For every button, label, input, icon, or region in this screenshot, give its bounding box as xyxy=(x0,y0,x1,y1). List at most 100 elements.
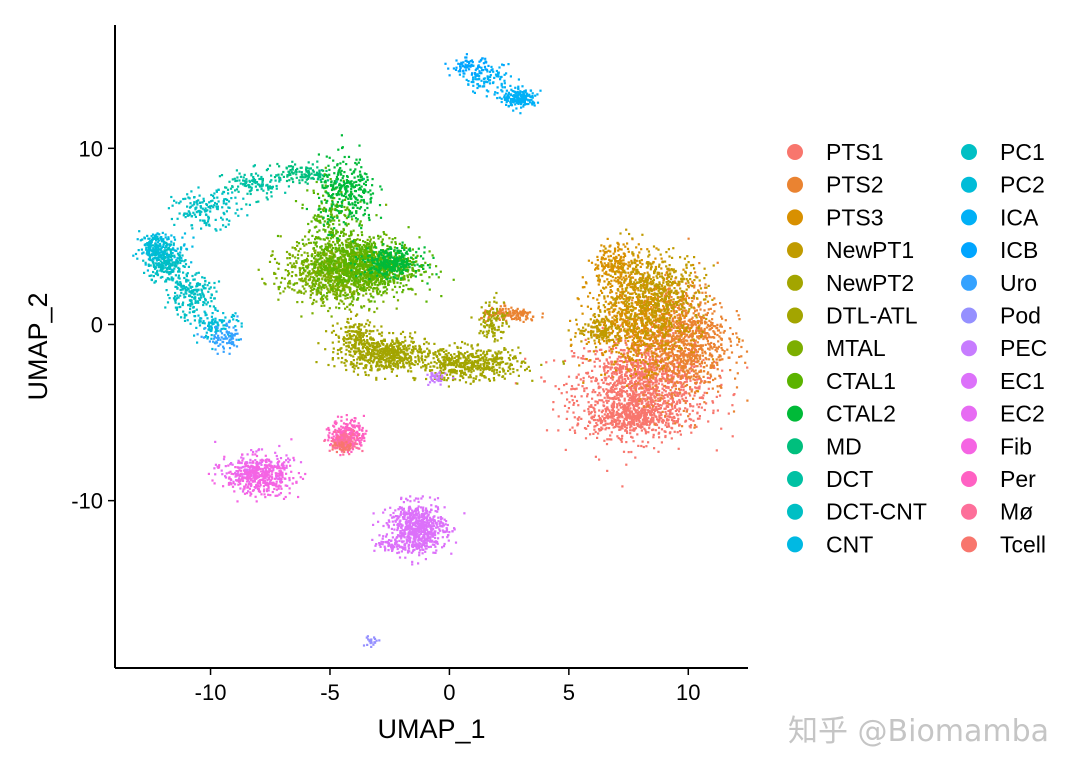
data-point xyxy=(625,228,628,231)
data-point xyxy=(667,267,670,270)
data-point xyxy=(604,428,607,431)
data-point xyxy=(663,326,666,329)
data-point xyxy=(512,370,515,374)
data-point xyxy=(472,369,475,372)
data-point xyxy=(678,430,682,433)
data-point xyxy=(622,259,625,262)
data-point xyxy=(649,278,653,281)
data-point xyxy=(565,382,568,385)
data-point xyxy=(626,431,629,434)
data-point xyxy=(654,336,657,340)
data-point xyxy=(648,422,652,425)
data-point xyxy=(607,361,610,364)
data-point xyxy=(632,329,635,332)
data-point xyxy=(477,366,480,369)
data-point xyxy=(660,275,663,278)
data-point xyxy=(591,326,594,329)
data-point xyxy=(639,289,642,292)
data-point xyxy=(668,281,671,284)
data-point xyxy=(720,306,723,309)
data-point xyxy=(598,399,601,402)
data-point xyxy=(693,426,696,429)
data-point xyxy=(689,379,692,382)
data-point xyxy=(716,323,719,326)
data-point xyxy=(667,355,671,358)
data-point xyxy=(592,406,595,409)
data-point xyxy=(634,398,637,401)
data-point xyxy=(584,328,587,331)
data-point xyxy=(673,291,676,294)
data-point xyxy=(630,395,633,399)
data-point xyxy=(608,411,612,414)
data-point xyxy=(699,382,702,385)
data-point xyxy=(667,425,671,428)
data-point xyxy=(633,258,636,261)
data-point xyxy=(587,337,590,340)
data-point xyxy=(670,391,673,394)
data-point xyxy=(507,357,510,360)
data-point xyxy=(682,350,685,353)
data-point xyxy=(424,365,427,368)
data-point xyxy=(652,436,655,439)
data-point xyxy=(656,298,660,301)
data-point xyxy=(630,384,633,387)
data-point xyxy=(688,354,691,358)
data-point xyxy=(652,390,655,393)
data-point xyxy=(517,374,520,377)
data-point xyxy=(600,262,603,265)
data-point xyxy=(657,419,660,422)
data-point xyxy=(699,354,702,357)
data-point xyxy=(625,330,628,333)
data-point xyxy=(639,361,642,364)
data-point xyxy=(491,362,495,365)
data-point xyxy=(682,277,685,280)
data-point xyxy=(583,286,586,289)
data-point xyxy=(624,300,627,303)
data-point xyxy=(655,313,658,317)
data-point xyxy=(603,413,606,416)
data-point xyxy=(706,376,709,379)
data-point xyxy=(615,392,618,395)
data-point xyxy=(585,371,588,375)
data-point xyxy=(625,384,628,387)
data-point xyxy=(660,441,663,444)
data-point xyxy=(674,406,677,409)
data-point xyxy=(675,276,678,279)
data-point xyxy=(449,359,452,362)
data-point xyxy=(504,348,507,351)
data-point xyxy=(638,278,641,281)
data-point xyxy=(598,294,601,297)
data-point xyxy=(736,372,739,375)
data-point xyxy=(615,423,618,426)
data-point xyxy=(645,377,648,380)
data-point xyxy=(675,337,678,340)
data-point xyxy=(641,322,644,325)
data-point xyxy=(679,391,682,394)
data-point xyxy=(666,273,670,276)
data-point xyxy=(672,281,676,284)
data-point xyxy=(618,394,621,397)
data-point xyxy=(675,310,678,313)
data-point xyxy=(648,262,651,265)
data-point xyxy=(651,392,654,395)
data-point xyxy=(665,330,668,334)
data-point xyxy=(718,359,721,362)
data-point xyxy=(706,300,710,303)
data-point xyxy=(673,337,676,340)
data-point xyxy=(641,319,644,322)
data-point xyxy=(667,342,670,345)
data-point xyxy=(641,426,644,429)
data-point xyxy=(647,262,650,265)
data-point xyxy=(616,360,619,363)
data-point xyxy=(630,345,633,348)
data-point xyxy=(508,358,511,361)
data-point xyxy=(687,369,690,372)
data-point xyxy=(606,328,610,331)
data-point xyxy=(682,337,685,340)
data-point xyxy=(694,314,697,317)
data-point xyxy=(660,272,663,275)
data-point xyxy=(641,340,644,343)
data-point xyxy=(649,400,652,404)
data-point xyxy=(432,352,435,355)
